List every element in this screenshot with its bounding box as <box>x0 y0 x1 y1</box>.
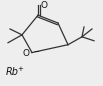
Text: −: − <box>33 49 39 55</box>
Text: O: O <box>41 1 48 10</box>
Text: +: + <box>17 66 23 72</box>
Text: Rb: Rb <box>6 67 19 77</box>
Text: O: O <box>23 49 30 58</box>
